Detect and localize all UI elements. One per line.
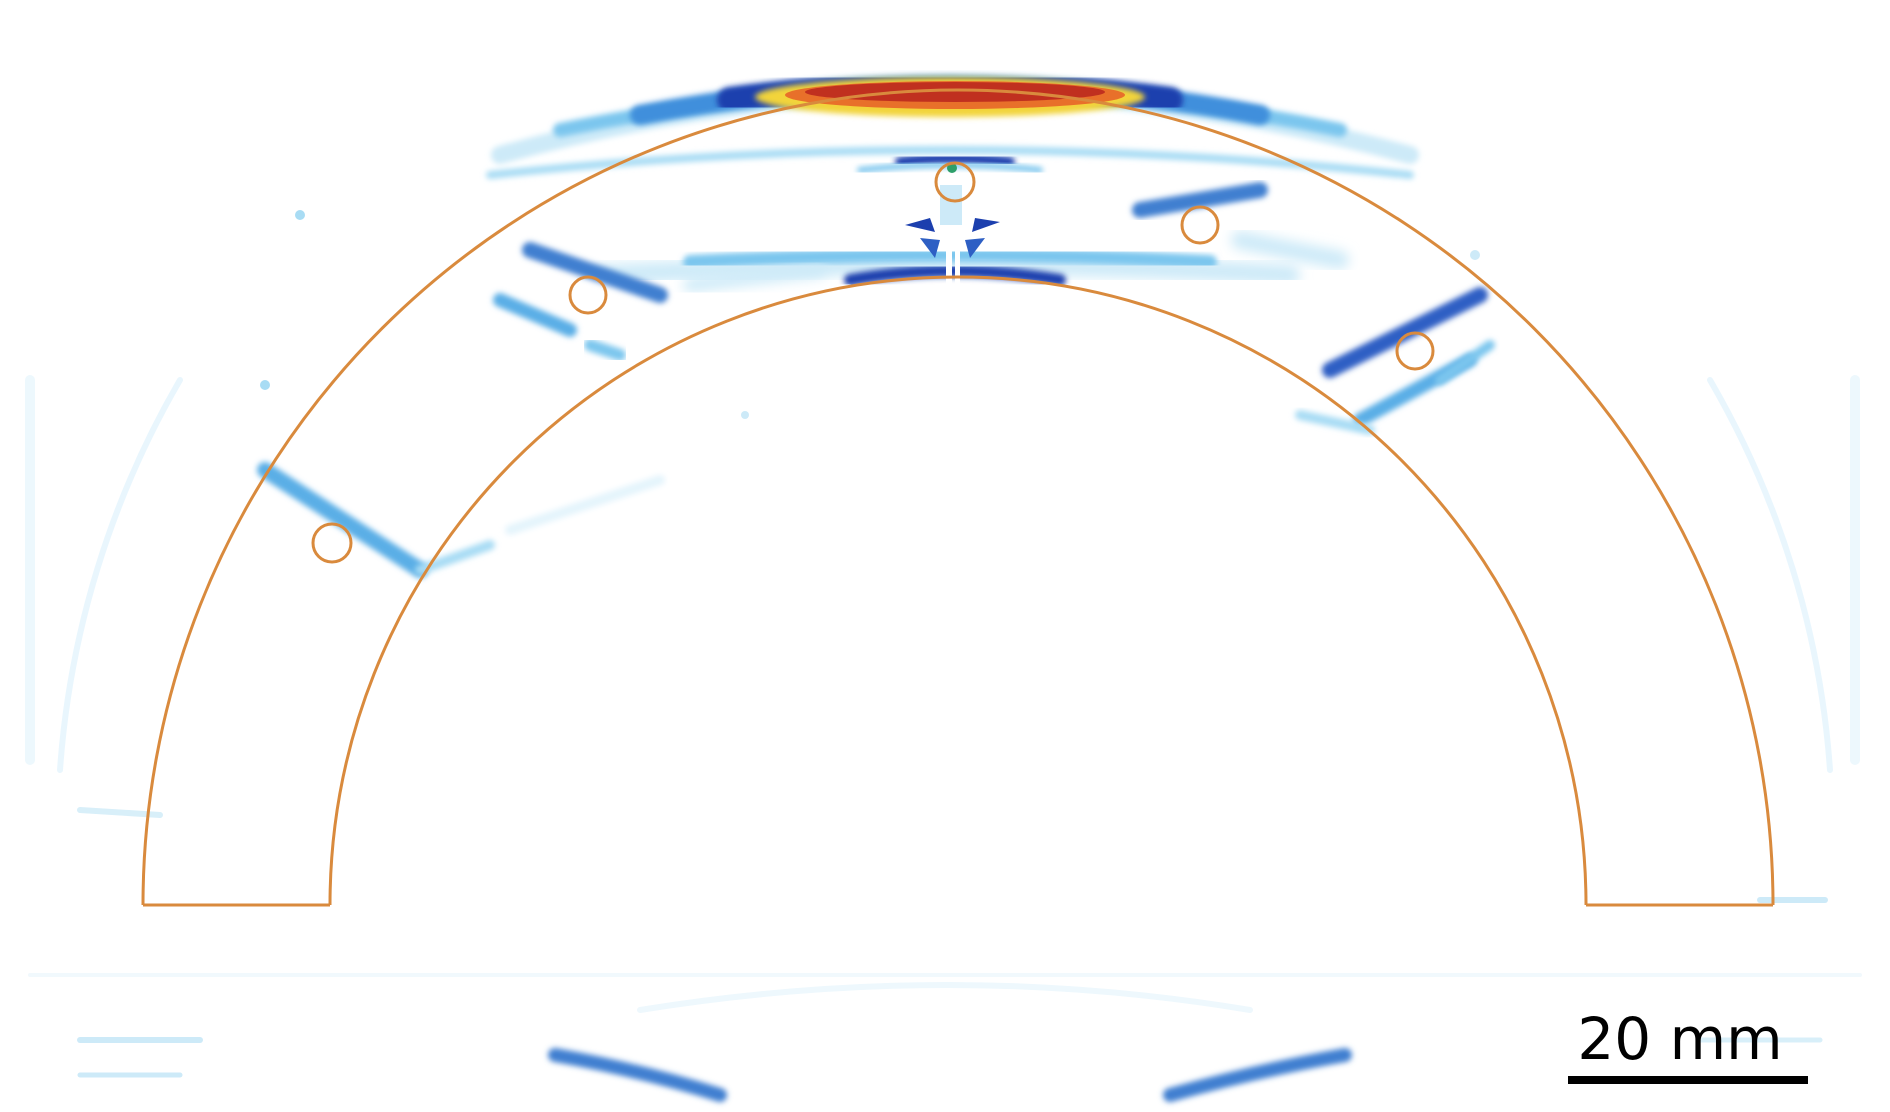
- background-artifacts: [25, 375, 1862, 1102]
- inner-arc: [328, 275, 1588, 906]
- interior-bands: [257, 153, 1495, 578]
- inclusion-circle-right: [1395, 331, 1435, 371]
- inclusion-circle-top: [934, 161, 976, 203]
- outer-arc: [141, 88, 1775, 906]
- inclusion-circle-upper-right: [1180, 205, 1220, 245]
- inclusion-circle-left: [311, 522, 353, 564]
- surface-reflection: [486, 72, 1419, 179]
- scale-bar-label: 20 mm: [1577, 1005, 1783, 1073]
- inclusion-circle-upper-left: [568, 275, 608, 315]
- center-artifact: [905, 163, 1000, 295]
- scale-bar-line: [1568, 1076, 1808, 1084]
- inclusion-markers: [311, 161, 1435, 564]
- specimen-outline: [141, 88, 1775, 907]
